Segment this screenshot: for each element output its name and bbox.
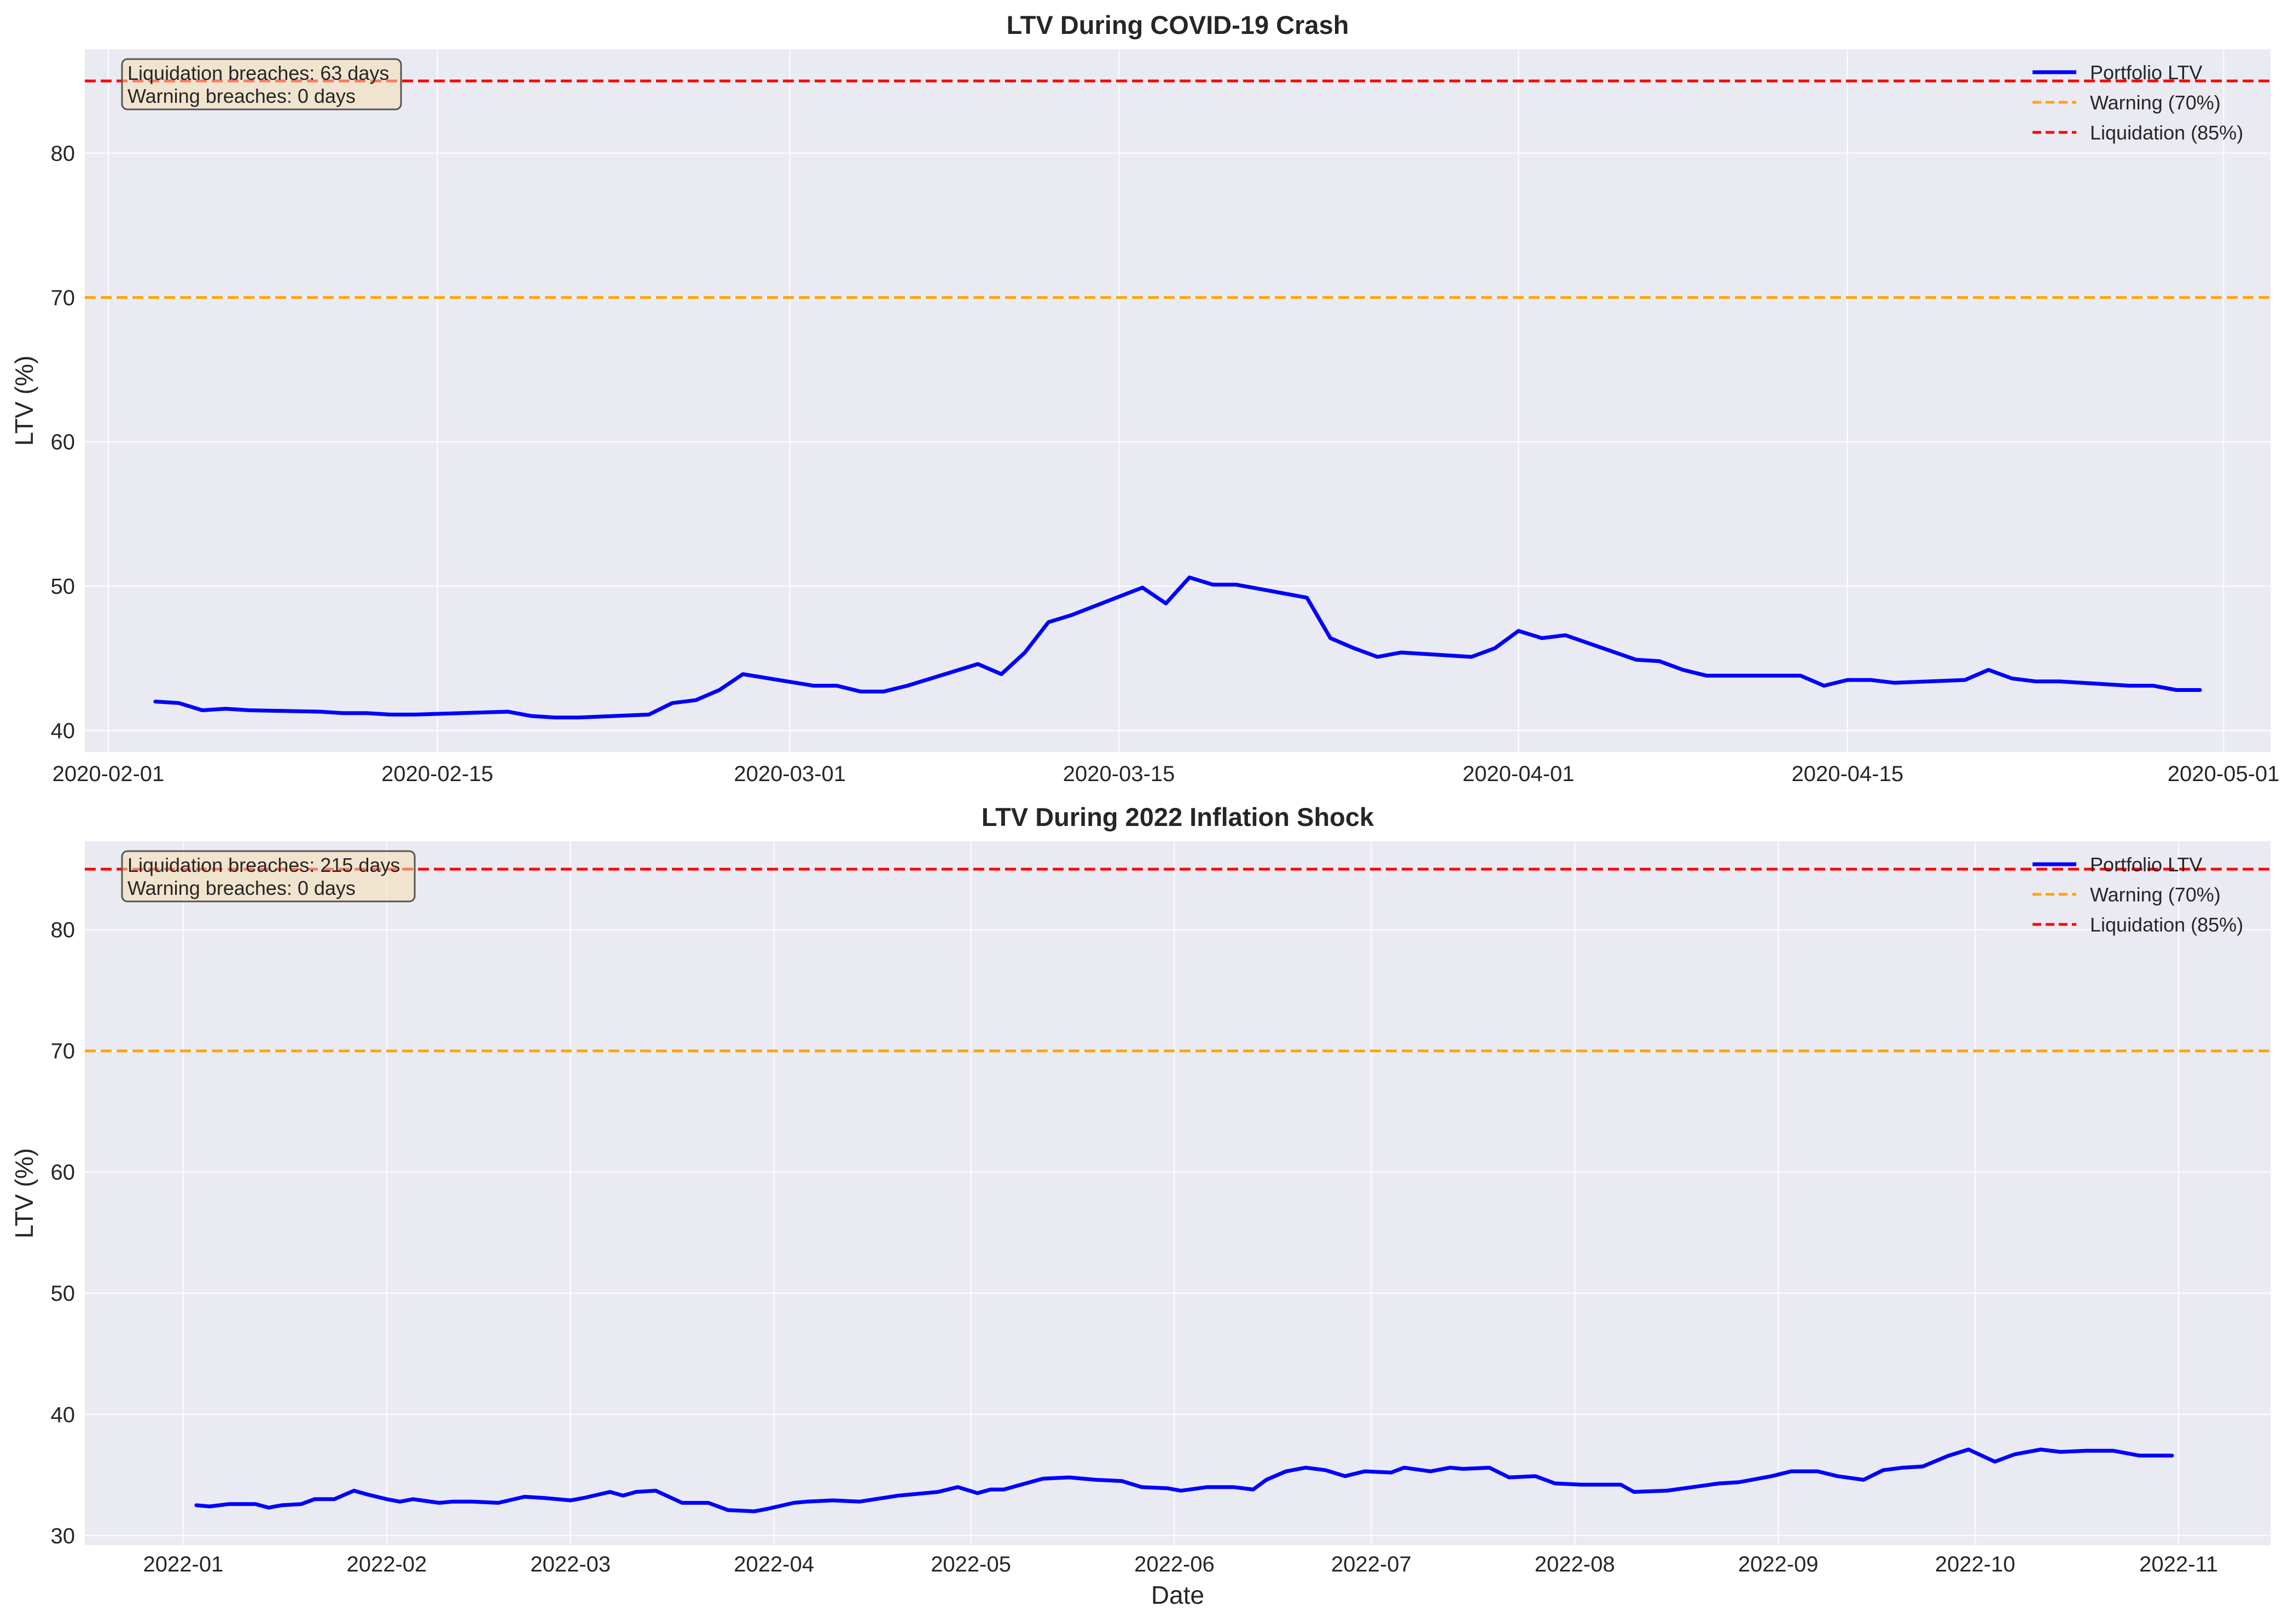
chart-1: 2020-02-01 2020-02-15 2020-03-01 2020-03-15…	[10, 10, 2279, 786]
x-tick-label: 2022-01	[143, 1552, 224, 1576]
y-tick-label: 70	[51, 286, 76, 310]
x-tick-label: 2022-02	[346, 1552, 427, 1576]
y-tick-label: 50	[51, 575, 76, 599]
y-axis-label: LTV (%)	[10, 356, 38, 446]
x-tick-label: 2022-07	[1331, 1552, 1412, 1576]
x-axis-label: Date	[1151, 1581, 1204, 1609]
legend-label: Portfolio LTV	[2090, 61, 2202, 84]
x-tick-label: 2020-04-01	[1462, 762, 1575, 786]
y-tick-label: 40	[51, 1403, 76, 1427]
series-line	[153, 575, 2202, 720]
x-tick-label: 2020-02-01	[53, 762, 165, 786]
x-tick-label: 2022-10	[1935, 1552, 2016, 1576]
annotation-line: Warning breaches: 0 days	[127, 85, 356, 107]
legend-label: Portfolio LTV	[2090, 853, 2202, 876]
x-tick-label: 2022-05	[931, 1552, 1011, 1576]
legend: Portfolio LTV Warning (70%) Liquidation (8…	[2033, 61, 2243, 144]
chart-2: 2022-01 2022-02 2022-03 2022-04 2022-05 2022-…	[10, 802, 2271, 1609]
annotation-line: Liquidation breaches: 63 days	[127, 62, 389, 84]
x-tick-label: 2022-11	[2139, 1552, 2218, 1576]
y-tick-label: 50	[51, 1282, 76, 1306]
legend: Portfolio LTV Warning (70%) Liquidation (8…	[2033, 853, 2243, 936]
chart-title: LTV During COVID-19 Crash	[1007, 10, 1349, 39]
x-tick-label: 2022-04	[734, 1552, 814, 1576]
x-tick-label: 2022-09	[1738, 1552, 1819, 1576]
x-tick-label: 2020-04-15	[1791, 762, 1903, 786]
x-tick-label: 2022-06	[1134, 1552, 1215, 1576]
legend-label: Warning (70%)	[2090, 883, 2221, 906]
y-tick-label: 40	[51, 719, 76, 743]
y-tick-label: 80	[51, 142, 76, 166]
x-tick-label: 2022-08	[1535, 1552, 1615, 1576]
chart-title: LTV During 2022 Inflation Shock	[982, 802, 1374, 831]
plot-area	[85, 841, 2271, 1545]
x-tick-label: 2020-02-15	[381, 762, 493, 786]
y-tick-label: 60	[51, 430, 76, 455]
x-tick-label: 2020-03-15	[1063, 762, 1175, 786]
y-tick-label: 70	[51, 1039, 76, 1063]
x-tick-label: 2022-03	[530, 1552, 611, 1576]
y-axis-label: LTV (%)	[10, 1148, 38, 1238]
y-tick-label: 80	[51, 918, 76, 942]
annotation-box	[121, 58, 402, 110]
legend-label: Liquidation (85%)	[2090, 121, 2243, 144]
y-tick-label: 30	[51, 1524, 76, 1548]
annotation-box	[121, 850, 416, 903]
x-tick-label: 2020-03-01	[734, 762, 846, 786]
legend-label: Warning (70%)	[2090, 91, 2221, 114]
series-line	[194, 1447, 2174, 1514]
annotation-line: Liquidation breaches: 215 days	[127, 854, 400, 876]
y-tick-label: 60	[51, 1161, 76, 1185]
legend-label: Liquidation (85%)	[2090, 913, 2243, 936]
plot-area	[85, 49, 2271, 752]
x-tick-label: 2020-05-01	[2168, 762, 2280, 786]
annotation-line: Warning breaches: 0 days	[127, 877, 356, 899]
